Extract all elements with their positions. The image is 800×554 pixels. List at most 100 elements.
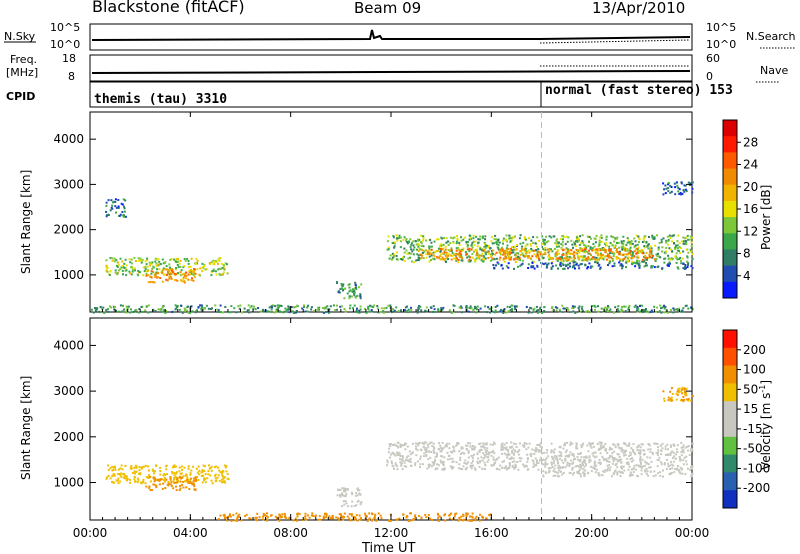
data-cell <box>218 267 221 270</box>
data-cell <box>419 455 422 458</box>
data-cell <box>425 239 428 242</box>
data-cell <box>304 515 307 518</box>
data-cell <box>687 307 690 310</box>
data-cell <box>238 307 241 310</box>
data-cell <box>669 258 672 261</box>
data-cell <box>458 517 461 519</box>
data-cell <box>296 304 299 307</box>
data-cell <box>183 307 186 310</box>
data-cell <box>593 461 596 464</box>
data-cell <box>487 451 490 454</box>
data-cell <box>527 267 530 269</box>
data-cell <box>599 266 602 269</box>
data-cell <box>388 519 391 522</box>
data-cell <box>421 252 424 254</box>
data-cell <box>675 398 678 401</box>
data-cell <box>562 447 565 450</box>
data-cell <box>677 187 680 189</box>
data-cell <box>616 466 619 469</box>
data-cell <box>535 461 538 464</box>
data-cell <box>492 443 494 446</box>
data-cell <box>442 306 445 309</box>
data-cell <box>492 458 495 461</box>
data-cell <box>515 256 518 259</box>
data-cell <box>275 310 278 313</box>
data-cell <box>488 514 491 517</box>
data-cell <box>427 458 430 461</box>
data-cell <box>648 444 651 447</box>
data-cell <box>578 466 581 469</box>
data-cell <box>474 260 477 263</box>
data-cell <box>675 448 678 451</box>
data-cell <box>432 254 435 257</box>
data-cell <box>465 253 468 256</box>
data-cell <box>691 449 694 452</box>
data-cell <box>521 245 524 248</box>
data-cell <box>627 252 630 255</box>
data-cell <box>109 467 112 470</box>
data-cell <box>583 249 586 252</box>
data-cell <box>452 449 455 452</box>
data-cell <box>295 310 298 313</box>
data-cell <box>459 307 462 310</box>
data-cell <box>615 255 618 258</box>
data-cell <box>501 466 504 469</box>
data-cell <box>175 485 177 488</box>
data-cell <box>143 270 146 273</box>
data-cell <box>138 469 141 472</box>
data-cell <box>551 257 553 260</box>
data-cell <box>651 236 654 239</box>
data-cell <box>113 481 116 484</box>
data-cell <box>120 266 123 269</box>
data-cell <box>495 257 498 260</box>
data-cell <box>657 248 660 251</box>
data-cell <box>115 479 118 482</box>
data-cell <box>652 237 655 240</box>
data-cell <box>157 308 160 311</box>
data-cell <box>660 450 663 453</box>
data-cell <box>453 304 456 307</box>
colorbar-tick-label: 16 <box>743 202 758 216</box>
data-cell <box>549 467 552 470</box>
data-cell <box>164 480 167 483</box>
data-cell <box>604 255 607 258</box>
data-cell <box>626 249 628 252</box>
data-cell <box>591 452 594 455</box>
data-cell <box>123 207 126 210</box>
data-cell <box>117 207 120 209</box>
data-cell <box>307 304 310 307</box>
data-cell <box>117 482 120 485</box>
data-cell <box>623 246 626 249</box>
data-cell <box>118 269 121 272</box>
data-cell <box>641 250 644 253</box>
data-cell <box>595 455 598 458</box>
data-cell <box>612 460 615 463</box>
data-cell <box>358 514 361 517</box>
data-cell <box>406 252 409 255</box>
data-cell <box>685 190 688 193</box>
data-cell <box>354 516 357 519</box>
data-cell <box>647 311 650 314</box>
data-cell <box>478 465 481 468</box>
data-cell <box>691 472 694 475</box>
data-cell <box>545 235 547 238</box>
data-cell <box>210 261 213 264</box>
data-cell <box>624 305 627 308</box>
data-cell <box>483 250 486 253</box>
data-cell <box>174 268 177 271</box>
data-cell <box>283 310 286 313</box>
data-cell <box>210 465 213 468</box>
data-cell <box>674 186 677 189</box>
data-cell <box>656 443 659 445</box>
data-cell <box>548 255 551 258</box>
data-cell <box>121 310 124 313</box>
data-cell <box>125 215 127 218</box>
data-cell <box>679 472 682 475</box>
data-cell <box>473 447 476 450</box>
data-cell <box>115 264 118 267</box>
data-cell <box>406 242 409 245</box>
data-cell <box>493 242 496 245</box>
data-cell <box>532 241 535 244</box>
data-cell <box>545 472 548 474</box>
data-cell <box>155 464 157 467</box>
